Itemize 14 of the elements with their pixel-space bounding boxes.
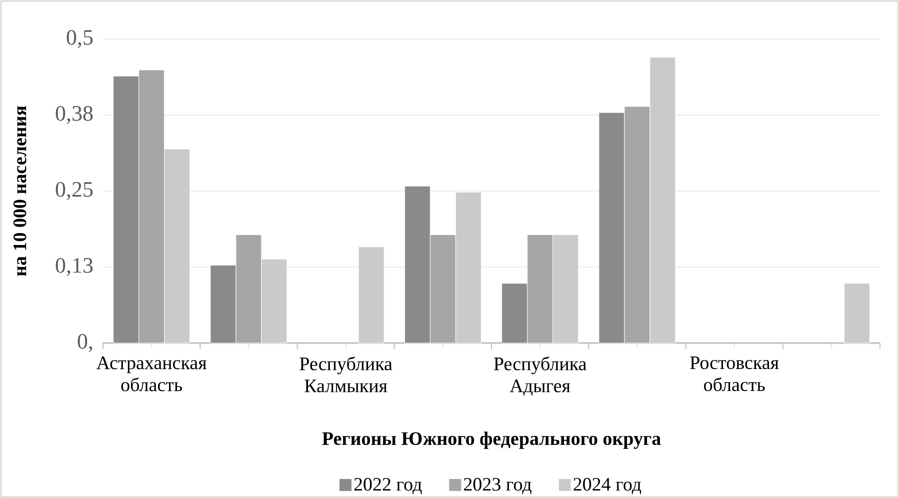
y-tick-label: 0,5	[66, 30, 93, 48]
legend-label: 2022 год	[354, 478, 422, 494]
y-tick-label: 0,25	[56, 182, 93, 200]
x-axis-title: Регионы Южного федерального округа	[322, 432, 661, 449]
x-tick-label: Республика Адыгея	[494, 356, 586, 396]
x-tick-label: Ростовская область	[690, 356, 779, 392]
y-tick-label: 0,	[78, 334, 92, 352]
x-tick-label: Астраханская область	[96, 356, 206, 392]
y-axis-title: на 10 000 населения	[13, 106, 26, 276]
legend-label: 2023 год	[464, 478, 532, 494]
y-tick-label: 0,38	[56, 106, 93, 124]
x-tick-label: Республика Калмыкия	[300, 356, 392, 392]
y-tick-label: 0,13	[56, 258, 93, 276]
legend-label: 2024 год	[574, 478, 642, 494]
